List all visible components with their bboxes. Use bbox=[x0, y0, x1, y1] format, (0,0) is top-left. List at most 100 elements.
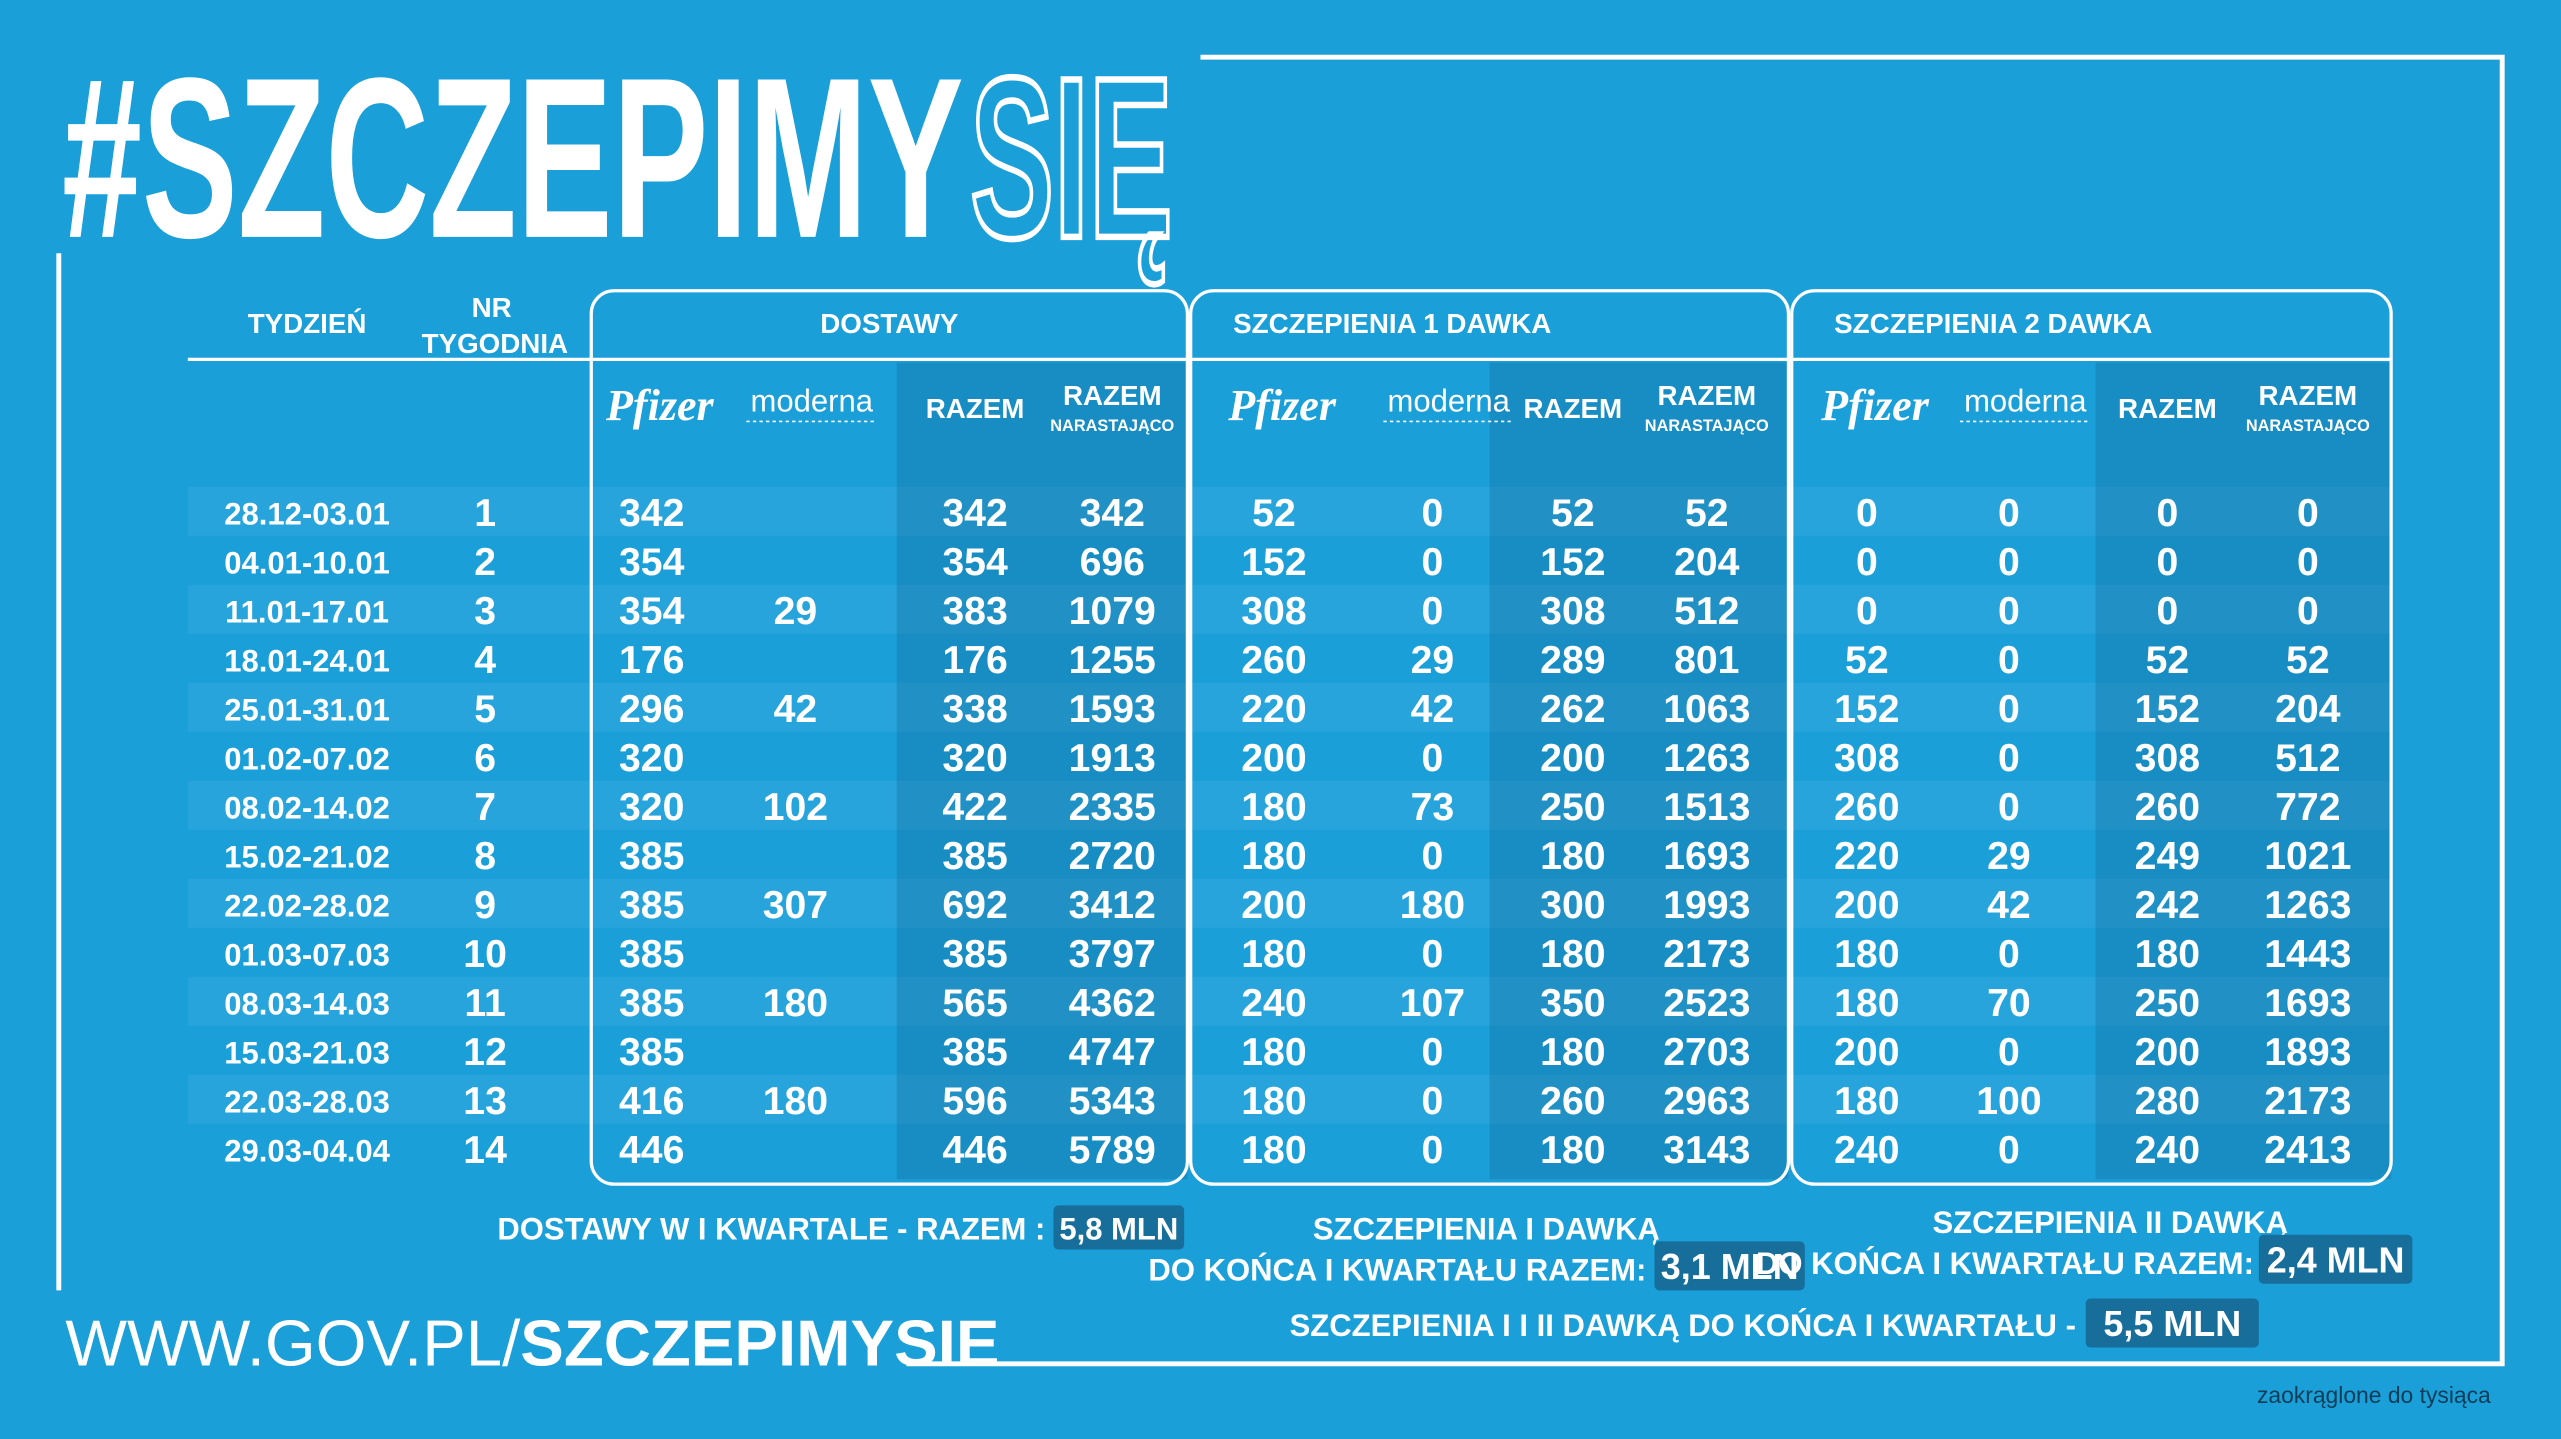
week-cell: 01.02-07.02 bbox=[224, 741, 390, 776]
value-cell: 354 bbox=[619, 541, 685, 584]
total-column-shade bbox=[2095, 362, 2392, 1180]
brand-pfizer: Pfizer bbox=[605, 381, 715, 430]
summary-label: SZCZEPIENIA II DAWKĄ bbox=[1932, 1205, 2288, 1240]
value-cell: 0 bbox=[1998, 737, 2020, 780]
column-header: TYDZIEŃ bbox=[248, 308, 367, 339]
brand-pfizer: Pfizer bbox=[1820, 381, 1930, 430]
value-cell: 0 bbox=[1998, 590, 2020, 633]
value-cell: 250 bbox=[2135, 982, 2200, 1025]
value-cell: 3143 bbox=[1663, 1129, 1750, 1172]
value-cell: 1913 bbox=[1069, 737, 1156, 780]
value-cell: 354 bbox=[619, 590, 685, 633]
value-cell: 2963 bbox=[1663, 1080, 1750, 1123]
value-cell: 0 bbox=[1998, 933, 2020, 976]
value-cell: 1513 bbox=[1663, 786, 1750, 829]
value-cell: 200 bbox=[1834, 1031, 1899, 1074]
badge bbox=[2258, 1234, 2413, 1284]
frame bbox=[906, 54, 2505, 1367]
value-cell: 52 bbox=[1845, 639, 1889, 682]
summary-label: DOSTAWY W I KWARTALE - RAZEM : bbox=[497, 1212, 1045, 1247]
value-cell: 180 bbox=[1241, 786, 1306, 829]
value-cell: 180 bbox=[1241, 835, 1306, 878]
url-prefix: WWW.GOV.PL/ bbox=[65, 1306, 521, 1379]
value-cell: 1893 bbox=[2264, 1031, 2351, 1074]
column-header: RAZEM bbox=[2259, 380, 2358, 411]
value-cell: 260 bbox=[1540, 1080, 1605, 1123]
value-cell: 565 bbox=[942, 982, 1007, 1025]
value-cell: 240 bbox=[2135, 1129, 2200, 1172]
value-cell: 180 bbox=[1241, 1031, 1306, 1074]
value-cell: 692 bbox=[942, 884, 1007, 927]
value-cell: 385 bbox=[619, 982, 684, 1025]
badge bbox=[1053, 1205, 1185, 1250]
value-cell: 262 bbox=[1540, 688, 1605, 731]
value-cell: 1263 bbox=[1663, 737, 1750, 780]
value-cell: 0 bbox=[2156, 541, 2178, 584]
summary-value: 2,4 MLN bbox=[2267, 1239, 2405, 1280]
value-cell: 14 bbox=[463, 1129, 507, 1172]
value-cell: 0 bbox=[1998, 1129, 2020, 1172]
value-cell: 260 bbox=[1834, 786, 1899, 829]
week-cell: 22.03-28.03 bbox=[224, 1084, 390, 1119]
value-cell: 385 bbox=[619, 835, 684, 878]
value-cell: 220 bbox=[1241, 688, 1306, 731]
value-cell: 180 bbox=[1540, 835, 1605, 878]
value-cell: 308 bbox=[1241, 590, 1306, 633]
value-cell: 289 bbox=[1540, 639, 1605, 682]
row-stripe bbox=[187, 780, 2392, 830]
value-cell: 416 bbox=[619, 1080, 684, 1123]
week-cell: 11.01-17.01 bbox=[225, 594, 389, 629]
value-cell: 696 bbox=[1080, 541, 1145, 584]
value-cell: 0 bbox=[1998, 688, 2020, 731]
value-cell: 180 bbox=[2135, 933, 2200, 976]
value-cell: 249 bbox=[2135, 835, 2200, 878]
value-cell: 42 bbox=[1987, 884, 2031, 927]
table: DOSTAWY SZCZEPIENIA 1 DAWKA SZCZEPIENIA 2 … bbox=[187, 289, 2393, 1186]
value-cell: 4747 bbox=[1069, 1031, 1156, 1074]
summary-label: DO KOŃCA I KWARTAŁU RAZEM: bbox=[1756, 1246, 2254, 1281]
value-cell: 200 bbox=[1241, 884, 1306, 927]
value-cell: 180 bbox=[1540, 933, 1605, 976]
value-cell: 342 bbox=[619, 492, 684, 535]
value-cell: 0 bbox=[2297, 541, 2319, 584]
value-cell: 0 bbox=[2156, 492, 2178, 535]
value-cell: 342 bbox=[1080, 492, 1145, 535]
value-cell: 308 bbox=[1540, 590, 1605, 633]
value-cell: 100 bbox=[1976, 1080, 2041, 1123]
value-cell: 0 bbox=[1421, 1129, 1443, 1172]
value-cell: 180 bbox=[763, 982, 828, 1025]
value-cell: 0 bbox=[1421, 541, 1443, 584]
value-cell: 6 bbox=[474, 737, 496, 780]
value-cell: 9 bbox=[474, 884, 496, 927]
value-cell: 0 bbox=[1421, 1031, 1443, 1074]
week-cell: 08.03-14.03 bbox=[224, 986, 390, 1021]
value-cell: 1593 bbox=[1069, 688, 1156, 731]
value-cell: 180 bbox=[1834, 933, 1899, 976]
value-cell: 0 bbox=[1421, 1080, 1443, 1123]
row-stripe bbox=[187, 486, 2392, 536]
summary-value: 3,1 MLN bbox=[1661, 1246, 1799, 1287]
value-cell: 422 bbox=[942, 786, 1007, 829]
value-cell: 200 bbox=[1834, 884, 1899, 927]
summary-value: 5,5 MLN bbox=[2103, 1303, 2241, 1344]
week-cell: 15.03-21.03 bbox=[224, 1035, 390, 1070]
value-cell: 385 bbox=[619, 1031, 684, 1074]
value-cell: 0 bbox=[1998, 492, 2020, 535]
total-column-shade bbox=[1489, 362, 1789, 1180]
badge bbox=[1654, 1241, 1805, 1291]
value-cell: 240 bbox=[1241, 982, 1306, 1025]
value-cell: 180 bbox=[1834, 982, 1899, 1025]
value-cell: 3797 bbox=[1069, 933, 1156, 976]
value-cell: 1693 bbox=[2264, 982, 2351, 1025]
value-cell: 1021 bbox=[2264, 835, 2351, 878]
value-cell: 385 bbox=[619, 933, 684, 976]
summary-label: SZCZEPIENIA I I II DAWKĄ DO KOŃCA I KWAR… bbox=[1290, 1308, 2076, 1343]
summary-value: 5,8 MLN bbox=[1059, 1212, 1178, 1247]
value-cell: 260 bbox=[1241, 639, 1306, 682]
value-cell: 0 bbox=[1421, 933, 1443, 976]
brand-moderna: moderna bbox=[1388, 384, 1511, 419]
value-cell: 200 bbox=[1241, 737, 1306, 780]
url-bold: SZCZEPIMYSIE bbox=[520, 1306, 999, 1379]
value-cell: 446 bbox=[619, 1129, 684, 1172]
